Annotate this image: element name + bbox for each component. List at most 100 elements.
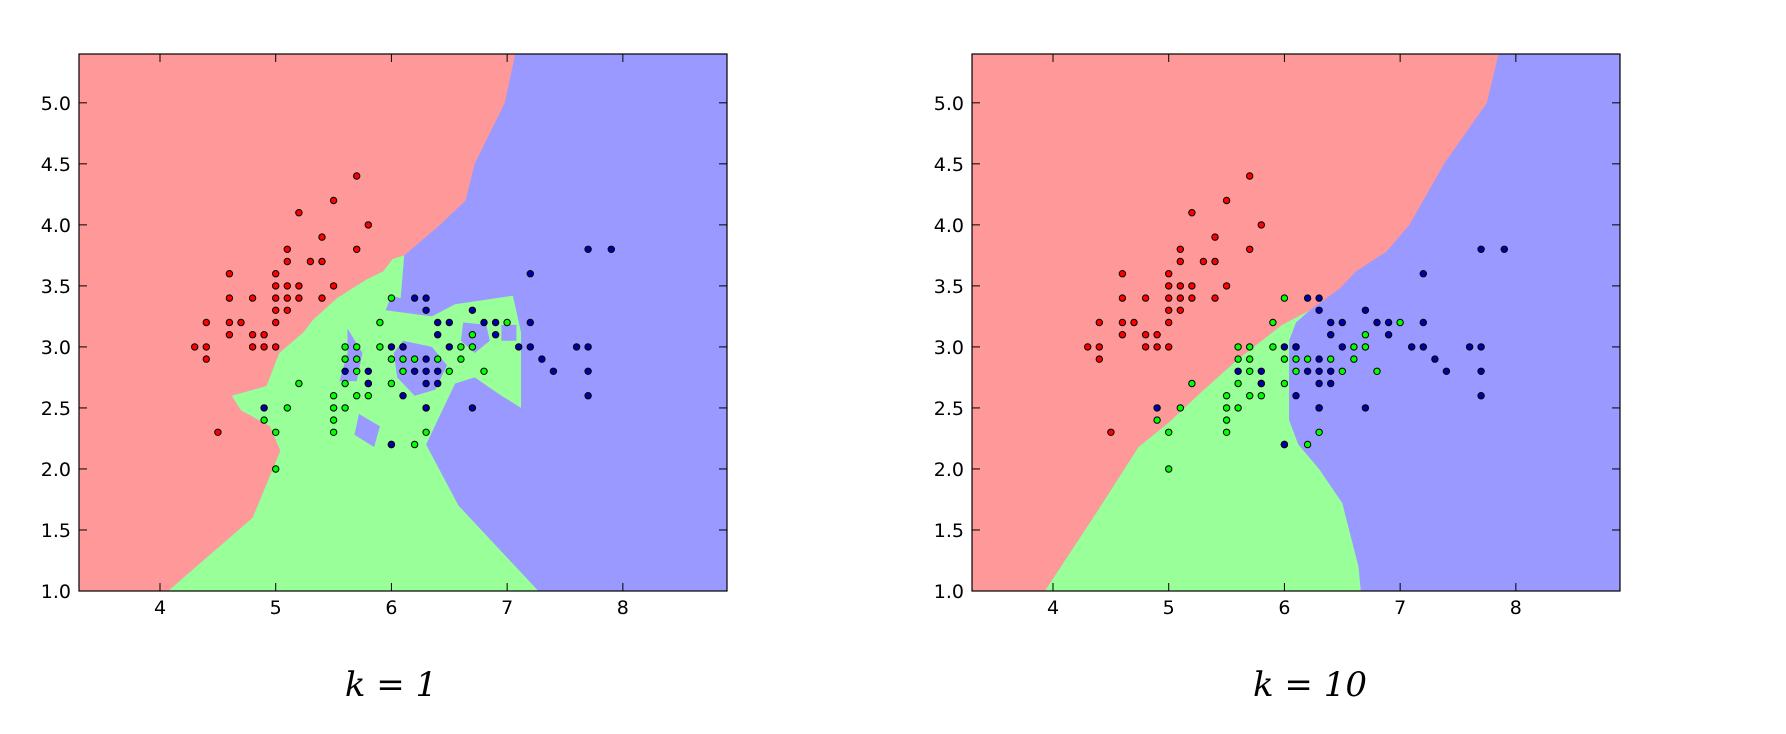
plot-frame [971,53,1621,592]
data-point-class2 [526,270,534,278]
data-point-class0 [283,306,291,314]
data-point-class0 [1165,294,1173,302]
data-point-class1 [329,392,338,400]
data-point-class0 [225,331,234,339]
data-point-class2 [1280,343,1289,351]
data-point-class1 [457,355,465,363]
data-point-class0 [1188,209,1196,217]
data-point-class0 [225,270,234,278]
data-point-class0 [1084,343,1092,351]
data-point-class0 [1257,221,1265,229]
data-point-class2 [1280,440,1289,449]
data-point-class2 [515,343,523,351]
data-point-class2 [1315,306,1323,314]
data-point-class2 [1500,245,1508,254]
y-tick-label: 1.5 [41,520,71,542]
data-point-class0 [248,294,257,302]
data-point-class0 [329,282,338,290]
data-point-class0 [1222,282,1231,290]
data-point-class2 [468,306,477,314]
data-point-class0 [353,245,361,254]
data-point-class1 [434,355,442,363]
data-point-class1 [329,428,338,436]
data-point-class2 [434,331,442,339]
data-point-class0 [1165,306,1173,314]
y-tick-label: 5.0 [934,93,964,115]
data-point-class1 [1361,331,1370,339]
data-point-class2 [468,404,477,412]
data-point-class2 [1384,331,1393,339]
y-tick-label: 1.5 [934,520,964,542]
data-point-class0 [283,294,291,302]
data-point-class2 [364,367,372,375]
data-point-class2 [445,318,453,327]
data-point-class2 [1477,245,1485,254]
x-tick-label: 7 [501,597,513,619]
y-tick-label: 4.5 [41,154,71,176]
data-point-class0 [225,294,234,302]
data-point-class1 [457,343,465,351]
data-point-class1 [1269,318,1277,327]
region-class0 [972,54,1499,591]
data-point-class1 [480,367,488,375]
y-tick-label: 3.0 [41,337,71,359]
x-tick-label: 6 [1278,597,1290,619]
data-point-class1 [1292,367,1300,375]
data-point-class0 [248,331,257,339]
data-point-class0 [272,270,280,278]
data-point-class1 [1153,416,1161,424]
y-tick-label: 1.0 [934,581,964,603]
data-point-class2 [584,343,592,351]
y-tick-label: 1.0 [41,581,71,603]
x-tick-label: 4 [154,597,166,619]
data-point-class2 [607,245,615,254]
data-point-class0 [1165,270,1173,278]
data-point-class1 [410,355,419,363]
data-point-class0 [1222,196,1231,205]
data-point-class0 [283,282,291,290]
data-point-class1 [1246,367,1254,375]
region-class1 [1044,310,1361,591]
data-point-class0 [260,331,268,339]
data-point-class1 [1165,465,1173,473]
data-point-class1 [376,343,384,351]
data-point-class0 [318,294,326,302]
data-point-class0 [1165,282,1173,290]
data-point-class2 [1327,318,1335,327]
data-point-class1 [399,355,407,363]
data-point-class1 [468,331,477,339]
data-point-class2 [410,294,419,302]
caption-k1: k = 1 [344,665,438,705]
data-point-class1 [1222,428,1231,436]
data-point-class1 [1280,379,1289,388]
x-tick-label: 8 [1510,597,1522,619]
data-point-class1 [1327,355,1335,363]
data-point-class1 [272,428,280,436]
data-point-class1 [1292,355,1300,363]
data-point-class1 [364,392,372,400]
data-point-class2 [1373,318,1381,327]
data-point-class2 [1419,343,1427,351]
data-point-class1 [1396,318,1404,327]
data-point-class1 [1246,355,1254,363]
data-point-class1 [410,440,419,449]
data-point-class1 [1234,355,1242,363]
y-tick-label: 2.5 [934,398,964,420]
data-point-class2 [491,331,500,339]
data-point-class1 [399,367,407,375]
data-point-class1 [1373,367,1381,375]
data-point-class1 [387,355,396,363]
caption-k10: k = 10 [1253,665,1367,705]
data-point-class0 [248,343,257,351]
data-point-class2 [1292,392,1300,400]
y-tick-label: 5.0 [41,93,71,115]
data-point-class0 [318,233,326,241]
data-point-class2 [434,318,442,327]
data-point-class1 [1338,367,1346,375]
data-point-class0 [191,343,199,351]
data-point-class1 [376,318,384,327]
data-point-class0 [283,257,291,266]
data-point-class2 [1477,343,1485,351]
y-tick-label: 4.0 [41,215,71,237]
data-point-class2 [1292,343,1300,351]
